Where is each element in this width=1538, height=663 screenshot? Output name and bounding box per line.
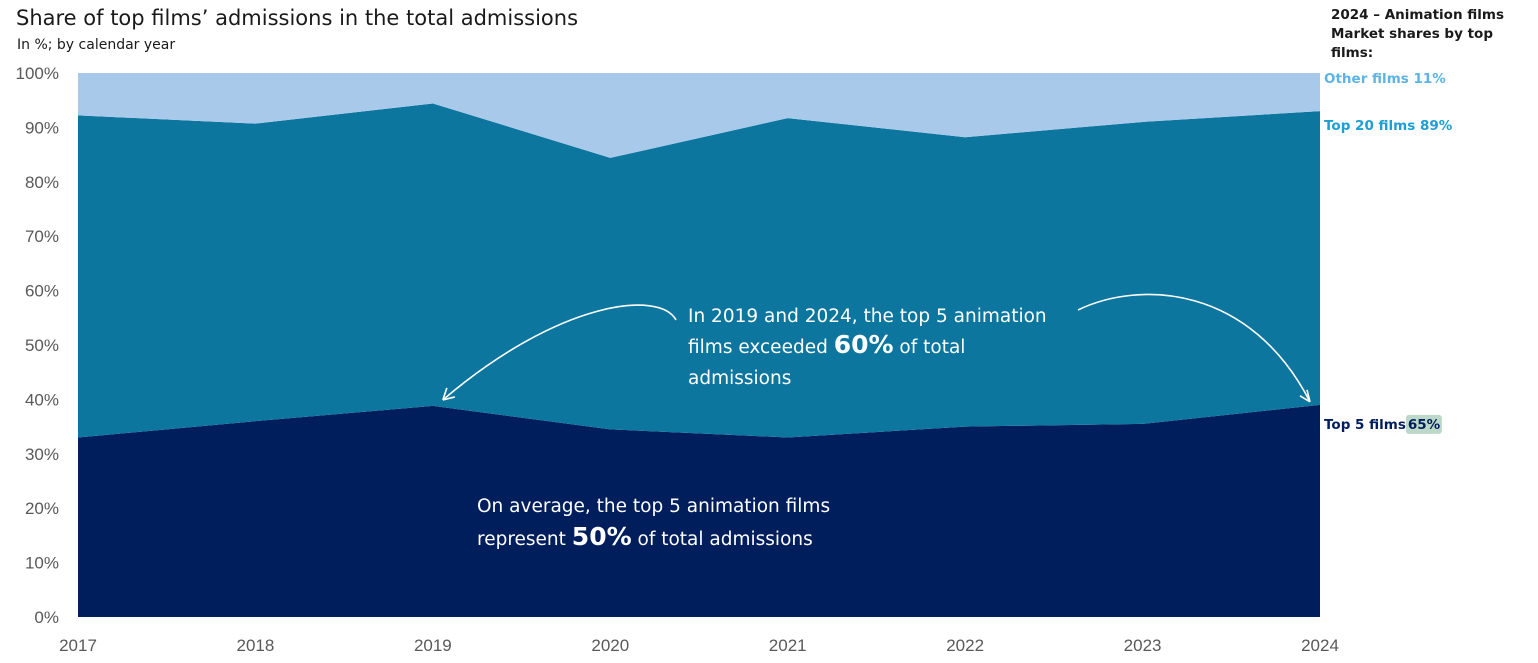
chart-subtitle: In %; by calendar year [17,37,176,53]
area-other-films [78,73,1320,158]
x-tick-label: 2022 [946,636,984,655]
annotation-above-line: admissions [688,368,791,389]
x-tick-label: 2018 [237,636,275,655]
annotation-below-line: represent 50% of total admissions [477,522,813,551]
chart-title: Share of top films’ admissions in the to… [16,6,579,30]
y-tick-label: 10% [25,554,59,573]
annotation-arrowhead-2019 [442,387,456,401]
annotation-above-highlight: 60% [834,330,894,359]
y-tick-label: 40% [25,390,59,409]
annotation-above-text: admissions [688,368,791,389]
annotation-below-highlight: 50% [572,522,632,551]
x-tick-label: 2023 [1124,636,1162,655]
y-tick-label: 70% [25,227,59,246]
legend-header-line2: Market shares by top films: [1331,26,1493,61]
end-label-badge: 65% [1408,417,1441,433]
y-tick-label: 30% [25,445,59,464]
x-tick-label: 2024 [1301,636,1339,655]
legend-header: 2024 – Animation films Market shares by … [1331,6,1538,63]
annotation-below-text: represent [477,529,572,550]
end-label-top5: Top 5 films [1324,417,1406,433]
annotation-below-text: On average, the top 5 animation films [477,496,830,517]
annotation-arrow-2024 [1077,293,1311,403]
annotation-below-line: On average, the top 5 animation films [477,496,830,517]
y-tick-label: 20% [25,499,59,518]
x-tick-label: 2021 [769,636,807,655]
annotation-below-text: of total admissions [632,529,813,550]
end-label-badge-bg [1405,414,1442,434]
annotation-above-line: films exceeded 60% of total [688,330,965,359]
legend-header-line1: 2024 – Animation films [1331,7,1504,23]
y-tick-label: 60% [25,282,59,301]
area-top-5-films [78,404,1320,617]
annotation-above-line: In 2019 and 2024, the top 5 animation [688,306,1047,327]
annotation-arrow-2019 [442,304,677,401]
annotation-arrowhead-2024 [1299,389,1311,403]
y-tick-label: 90% [25,118,59,137]
y-tick-label: 50% [25,336,59,355]
end-label-top-20-films: Top 20 films 89% [1324,118,1453,134]
area-top-20-films [78,103,1320,438]
y-tick-label: 80% [25,173,59,192]
x-tick-label: 2017 [59,636,97,655]
end-label-other-films: Other films 11% [1324,71,1446,87]
annotation-above-text: In 2019 and 2024, the top 5 animation [688,306,1047,327]
y-tick-label: 0% [34,608,59,627]
annotation-above-text: films exceeded [688,337,834,358]
annotation-above-text: of total [894,337,966,358]
y-tick-label: 100% [16,64,59,83]
x-tick-label: 2019 [414,636,452,655]
x-tick-label: 2020 [591,636,629,655]
